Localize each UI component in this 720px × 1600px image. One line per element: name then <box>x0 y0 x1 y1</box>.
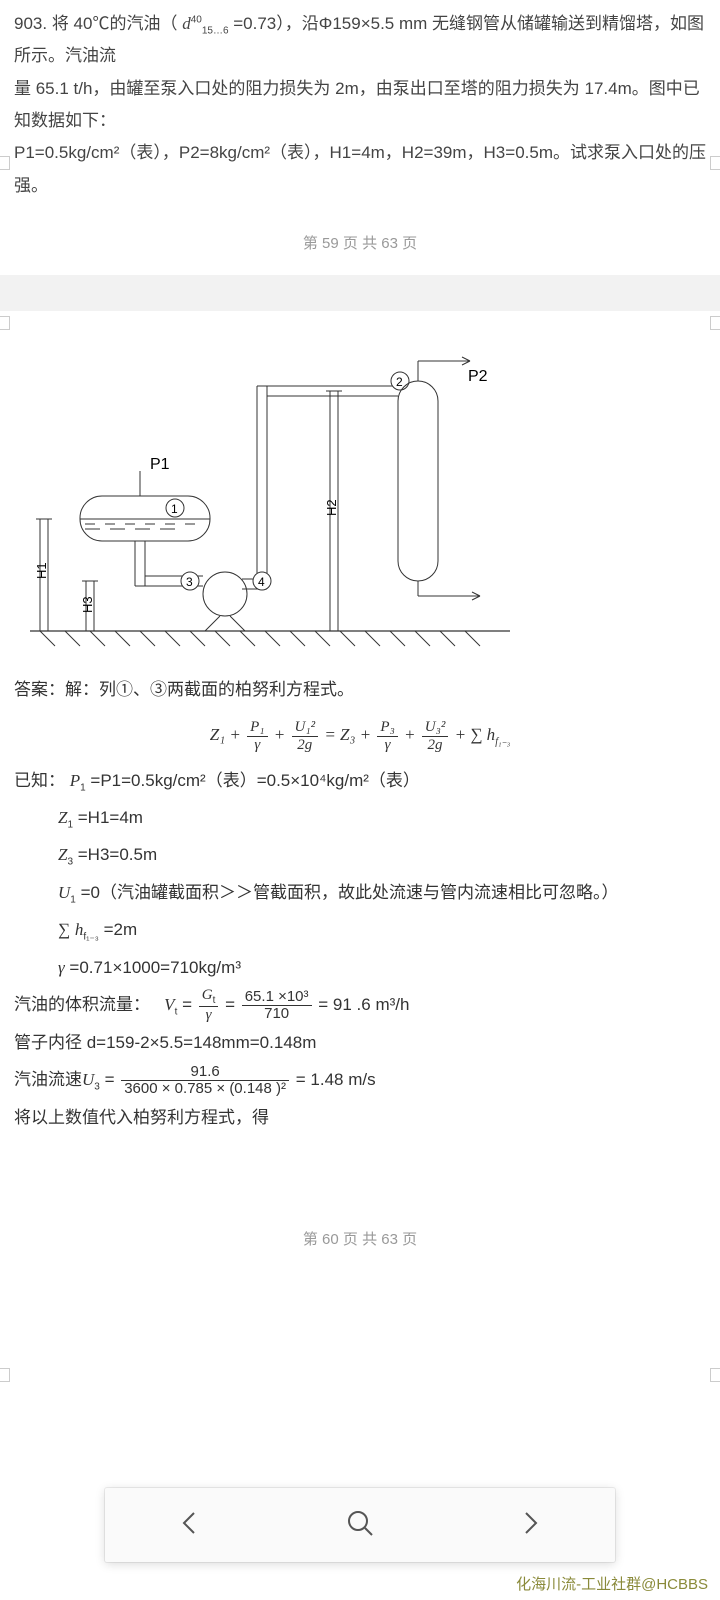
q-num: 903. <box>14 14 47 33</box>
v-vts: t <box>175 1006 178 1017</box>
eq-2g2: 2g <box>422 737 449 754</box>
svg-text:1: 1 <box>171 502 178 516</box>
side-tick <box>0 1368 10 1382</box>
chevron-right-icon <box>516 1509 544 1537</box>
vol-line: 汽油的体积流量： Vt = Gtγ = 65.1 ×10³710 = 91 .6… <box>14 986 706 1024</box>
v-vt: V <box>164 995 174 1014</box>
vel-res: = 1.48 m/s <box>296 1070 376 1089</box>
u1-val: =0（汽油罐截面积＞＞管截面积，故此处流速与管内流速相比可忽略。） <box>76 883 619 902</box>
eq-u1n: U₁² <box>292 719 319 737</box>
q-t3: P1=0.5kg/cm²（表），P2=8kg/cm²（表），H1=4m，H2=3… <box>14 137 706 202</box>
known-head: 已知： <box>14 771 65 790</box>
svg-text:P2: P2 <box>468 368 488 385</box>
v-gm2: γ <box>199 1007 219 1024</box>
page-number-59: 第 59 页 共 63 页 <box>0 210 720 275</box>
answer-head: 答案：解：列①、③两截面的柏努利方程式。 <box>14 671 706 708</box>
eq-2g1: 2g <box>292 737 319 754</box>
eq-sum: ∑ h <box>470 725 495 744</box>
chevron-left-icon <box>176 1509 204 1537</box>
eq-p1n: P₁ <box>247 719 267 737</box>
problem-line1: 903. 将 40℃的汽油（ d4015…6 =0.73），沿Φ159×5.5 … <box>14 8 706 73</box>
v-gm: γ <box>58 958 65 977</box>
side-tick <box>710 316 720 330</box>
gamma-line: γ =0.71×1000=710kg/m³ <box>14 949 706 986</box>
svg-text:3: 3 <box>186 575 193 589</box>
v-u1: U <box>58 883 70 902</box>
prev-page-button[interactable] <box>176 1509 204 1542</box>
u1-line: U1 =0（汽油罐截面积＞＞管截面积，故此处流速与管内流速相比可忽略。） <box>14 874 706 911</box>
search-button[interactable] <box>346 1509 374 1542</box>
vel-label: 汽油流速 <box>14 1070 82 1089</box>
z3-val: =H3=0.5m <box>73 845 157 864</box>
vol-den: 710 <box>242 1006 312 1023</box>
v-sum: ∑ <box>58 920 70 939</box>
v-gts: t <box>213 995 216 1006</box>
v-u3s: 3 <box>94 1082 100 1093</box>
q-t1: 将 40℃的汽油（ <box>52 14 178 33</box>
eq-p3n: P₃ <box>377 719 397 737</box>
v-u3: U <box>82 1070 94 1089</box>
page-number-60: 第 60 页 共 63 页 <box>0 1206 720 1271</box>
eq-z1: Z₁ <box>210 725 225 744</box>
z1-val: =H1=4m <box>73 808 143 827</box>
eq-sumsub: f₁₋₃ <box>495 737 510 748</box>
page-separator <box>0 275 720 311</box>
p1-line: =P1=0.5kg/cm²（表）=0.5×10⁴kg/m²（表） <box>86 771 420 790</box>
search-icon <box>346 1509 374 1537</box>
vol-res: = 91 .6 m³/h <box>318 995 409 1014</box>
eq-u3n: U₃² <box>422 719 449 737</box>
reader-toolbar <box>105 1488 615 1562</box>
known-line: 已知： P1 =P1=0.5kg/cm²（表）=0.5×10⁴kg/m²（表） <box>14 762 706 799</box>
z3-line: Z3 =H3=0.5m <box>14 836 706 873</box>
q-dsup: 40 <box>191 14 202 25</box>
answer-block: 答案：解：列①、③两截面的柏努利方程式。 Z₁ + P₁γ + U₁²2g = … <box>0 661 720 1146</box>
q-dvar: d <box>182 14 191 33</box>
eq-g2: γ <box>377 737 397 754</box>
bernoulli-eq: Z₁ + P₁γ + U₁²2g = Z₃ + P₃γ + U₃²2g + ∑ … <box>14 708 706 761</box>
v-gt: G <box>202 987 213 1003</box>
z1-line: Z1 =H1=4m <box>14 799 706 836</box>
diagram-svg: P1 1 3 4 2 P2 H1 H3 H2 <box>20 341 520 651</box>
subst-line: 将以上数值代入柏努利方程式，得 <box>14 1099 706 1136</box>
next-page-button[interactable] <box>516 1509 544 1542</box>
vel-num: 91.6 <box>121 1064 289 1082</box>
vel-den: 3600 × 0.785 × (0.148 )² <box>121 1081 289 1098</box>
v-hfs: f₁₋₃ <box>83 932 99 943</box>
side-tick <box>0 316 10 330</box>
eq-z3: Z₃ <box>340 725 355 744</box>
hf-line: ∑ hf₁₋₃ =2m <box>14 911 706 948</box>
gamma-val: =0.71×1000=710kg/m³ <box>65 958 241 977</box>
svg-text:H2: H2 <box>324 499 339 516</box>
q-t2: 量 65.1 t/h，由罐至泵入口处的阻力损失为 2m，由泵出口至塔的阻力损失为… <box>14 73 706 138</box>
side-tick <box>0 156 10 170</box>
q-dsub: 15…6 <box>202 25 229 36</box>
side-tick <box>710 156 720 170</box>
problem-block: 903. 将 40℃的汽油（ d4015…6 =0.73），沿Φ159×5.5 … <box>0 0 720 210</box>
vol-num: 65.1 ×10³ <box>242 989 312 1007</box>
svg-text:4: 4 <box>258 575 265 589</box>
svg-text:H1: H1 <box>34 562 49 579</box>
svg-text:H3: H3 <box>80 596 95 613</box>
v-p: P <box>70 771 80 790</box>
svg-text:2: 2 <box>396 375 403 389</box>
watermark-text: 化海川流-工业社群@HCBBS <box>516 1573 708 1594</box>
label-p1: P1 <box>150 456 170 473</box>
eq-g1: γ <box>247 737 267 754</box>
diameter-line: 管子内径 d=159-2×5.5=148mm=0.148m <box>14 1024 706 1061</box>
vel-line: 汽油流速U3 = 91.63600 × 0.785 × (0.148 )² = … <box>14 1061 706 1098</box>
side-tick <box>710 1368 720 1382</box>
process-diagram: P1 1 3 4 2 P2 H1 H3 H2 <box>20 341 520 651</box>
vol-label: 汽油的体积流量： <box>14 995 150 1014</box>
hf-val: =2m <box>99 920 137 939</box>
